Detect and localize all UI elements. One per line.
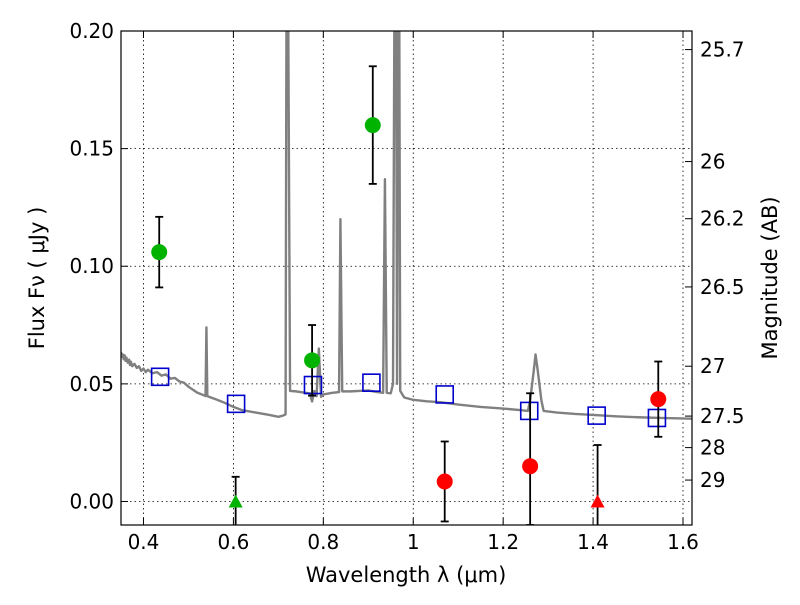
model-photometry-square — [587, 406, 606, 425]
red-data-point — [650, 391, 667, 408]
model-photometry-square — [226, 394, 246, 414]
model-photometry-square — [362, 373, 381, 392]
plot-area — [121, 31, 692, 525]
right-tick-label: 27.5 — [700, 404, 745, 428]
x-tick-label: 1.2 — [487, 530, 519, 554]
model-spectrum-line — [121, 31, 692, 420]
green-data-point — [304, 352, 321, 369]
red-data-point — [436, 473, 453, 490]
plot-frame — [120, 30, 693, 526]
y-tick-label: 0.10 — [69, 254, 114, 278]
model-photometry-square — [647, 408, 667, 428]
green-data-point — [151, 244, 168, 261]
x-axis-label: Wavelength λ (μm) — [306, 563, 507, 587]
right-axis-label: Magnitude (AB) — [758, 196, 782, 359]
model-photometry-square — [435, 385, 455, 404]
green-data-point — [364, 117, 381, 134]
right-tick-label: 27 — [700, 354, 725, 378]
grid — [121, 30, 692, 525]
y-tick-label: 0.05 — [69, 372, 114, 396]
right-tick-label: 26.5 — [700, 275, 745, 299]
red-upper-limit-triangle — [590, 494, 605, 508]
x-tick-label: 0.4 — [128, 530, 160, 554]
model-photometry-square — [150, 367, 170, 387]
right-tick-label: 26.2 — [700, 207, 745, 231]
y-tick-label: 0.20 — [69, 19, 114, 43]
red-data-point — [522, 458, 539, 475]
y-axis-label: Flux Fν ( μJy ) — [25, 207, 49, 350]
right-tick-label: 26 — [700, 150, 725, 174]
x-tick-label: 1.6 — [667, 530, 699, 554]
axis-ticks: 0.4 0.6 0.8 1 1.2 1.4 1.6 0.00 0.05 0.10 0.15 0.20 2… — [69, 19, 744, 554]
y-tick-label: 0.15 — [69, 137, 114, 161]
x-tick-label: 0.6 — [217, 530, 249, 554]
x-tick-label: 1.4 — [577, 530, 609, 554]
x-tick-label: 1 — [407, 530, 420, 554]
y-tick-label: 0.00 — [69, 489, 114, 513]
right-tick-label: 25.7 — [700, 38, 745, 62]
green-upper-limit-triangle — [228, 494, 243, 508]
x-tick-label: 0.8 — [307, 530, 339, 554]
right-tick-label: 28 — [700, 436, 725, 460]
right-tick-label: 29 — [700, 468, 725, 492]
